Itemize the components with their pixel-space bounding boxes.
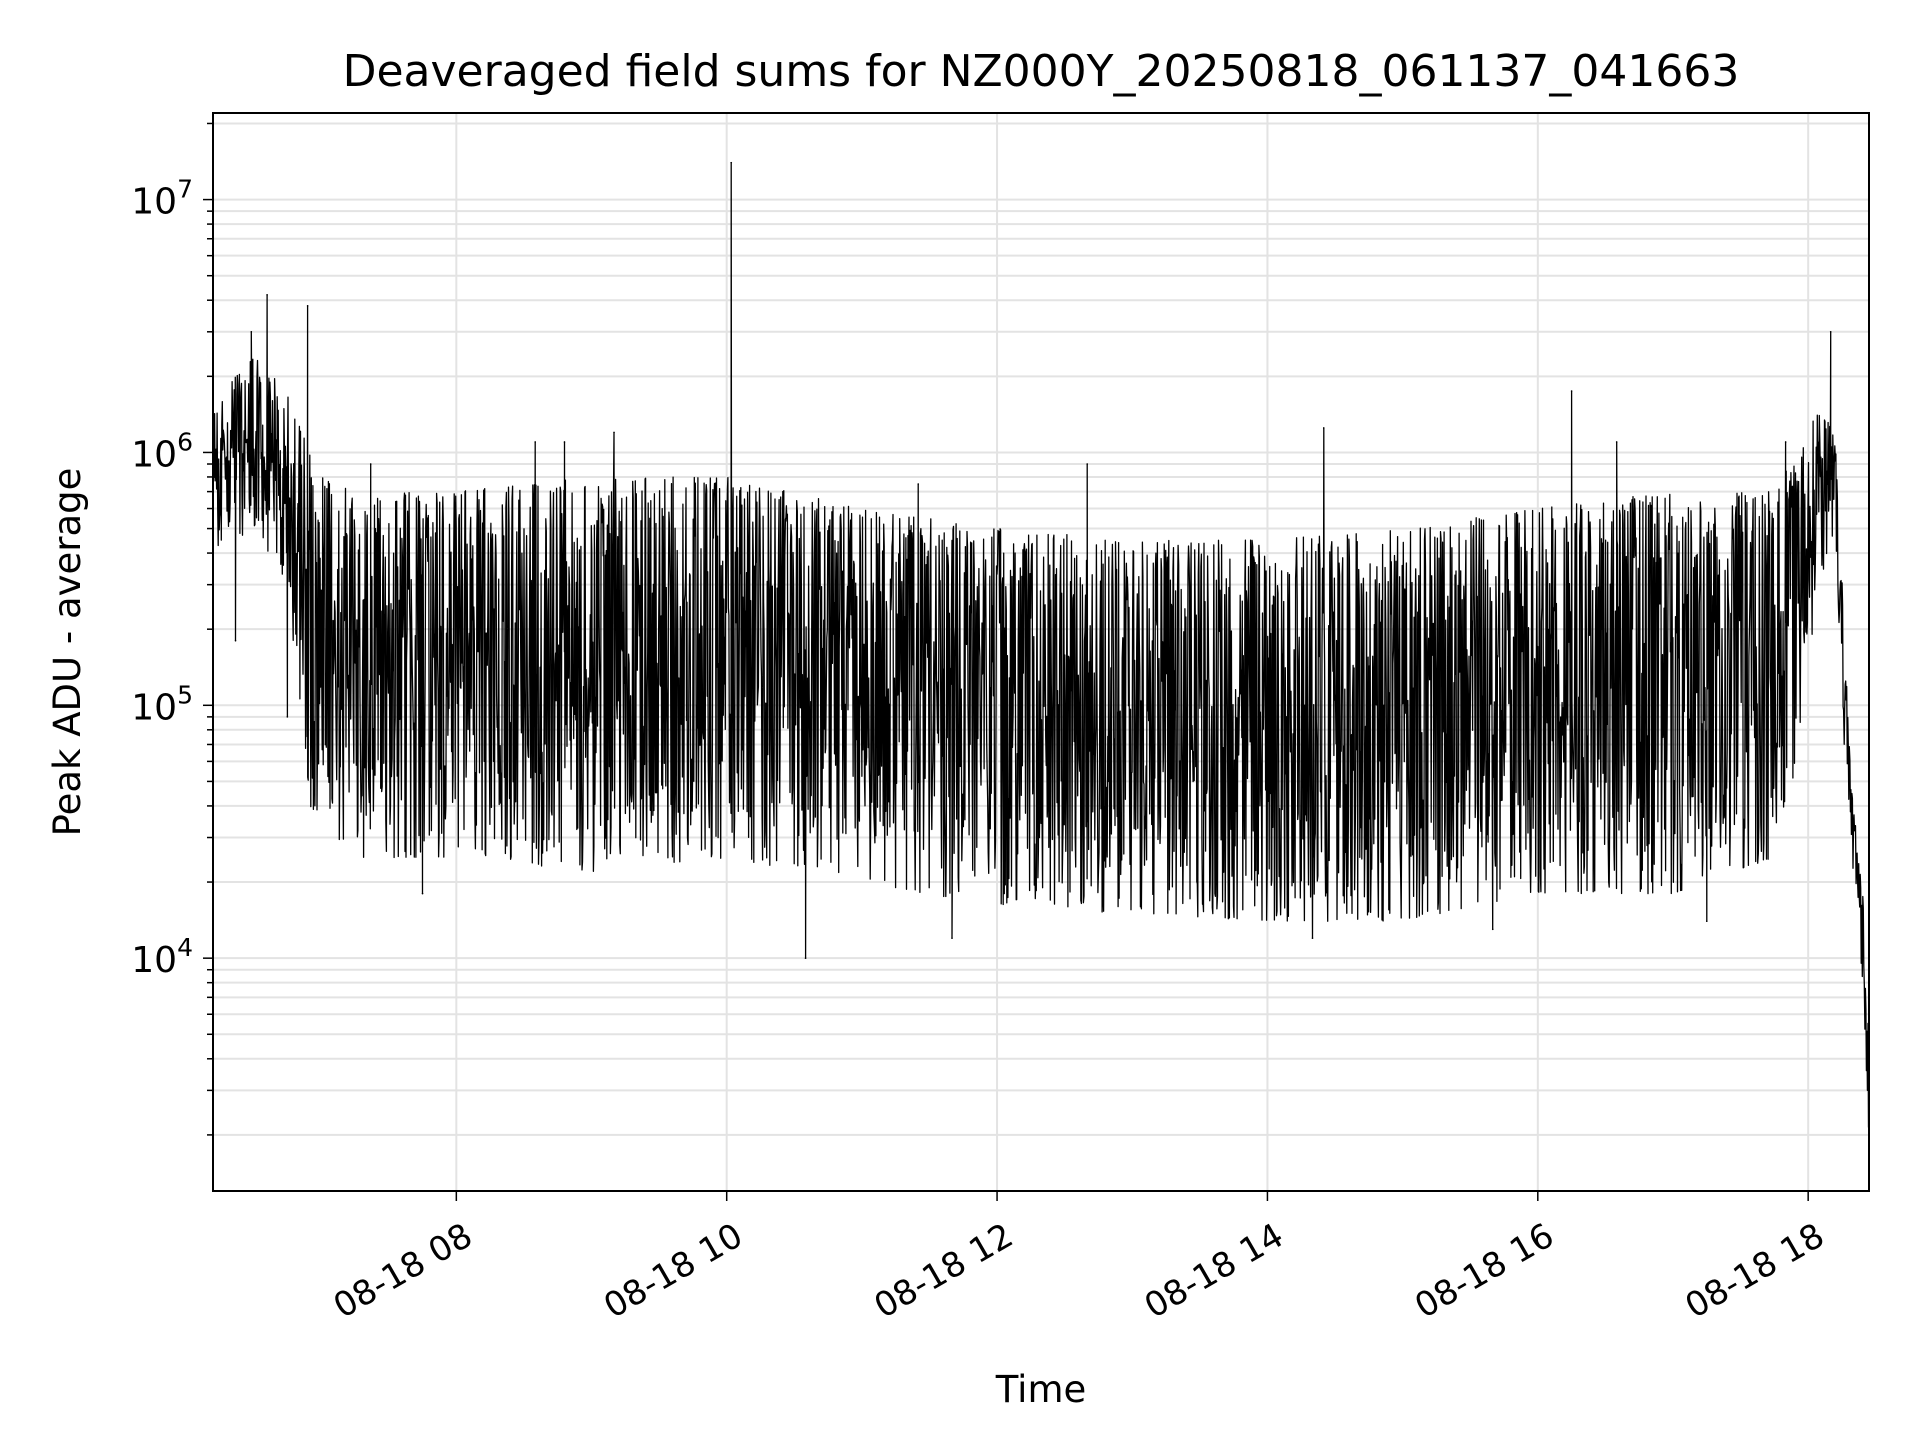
y-tick-label: 105	[131, 680, 193, 728]
spike-point	[250, 330, 253, 333]
dip-point	[1311, 937, 1314, 939]
y-tick-label: 104	[131, 933, 193, 981]
dip-point	[951, 937, 953, 939]
spike-point	[1615, 441, 1618, 443]
y-tick-label: 107	[131, 175, 193, 223]
chart-title: Deaveraged field sums for NZ000Y_2025081…	[343, 46, 1740, 97]
spike-point	[1570, 390, 1573, 392]
dip-point	[421, 892, 424, 895]
spike-point	[1829, 330, 1832, 333]
spike-point	[369, 463, 372, 465]
spike-point	[917, 483, 920, 485]
spike-point	[1086, 463, 1088, 465]
dip-point	[1705, 920, 1708, 923]
spike-point	[730, 161, 733, 164]
spike-point	[306, 305, 309, 307]
spike-point	[534, 441, 536, 443]
dip-point	[804, 957, 807, 959]
data-series	[213, 161, 1869, 1128]
spike-point	[1322, 427, 1325, 429]
y-axis-label: Peak ADU - average	[46, 468, 89, 837]
spike-point	[563, 441, 566, 443]
x-axis-label: Time	[995, 1368, 1087, 1411]
dip-point	[1491, 928, 1494, 931]
plot-frame	[212, 112, 1870, 1192]
spike-point	[1784, 441, 1787, 443]
series-line	[213, 161, 1869, 1128]
y-tick-label: 106	[131, 427, 193, 475]
spike-point	[266, 294, 268, 296]
dip-point	[234, 639, 237, 642]
spike-point	[613, 431, 615, 434]
dip-point	[286, 716, 289, 718]
